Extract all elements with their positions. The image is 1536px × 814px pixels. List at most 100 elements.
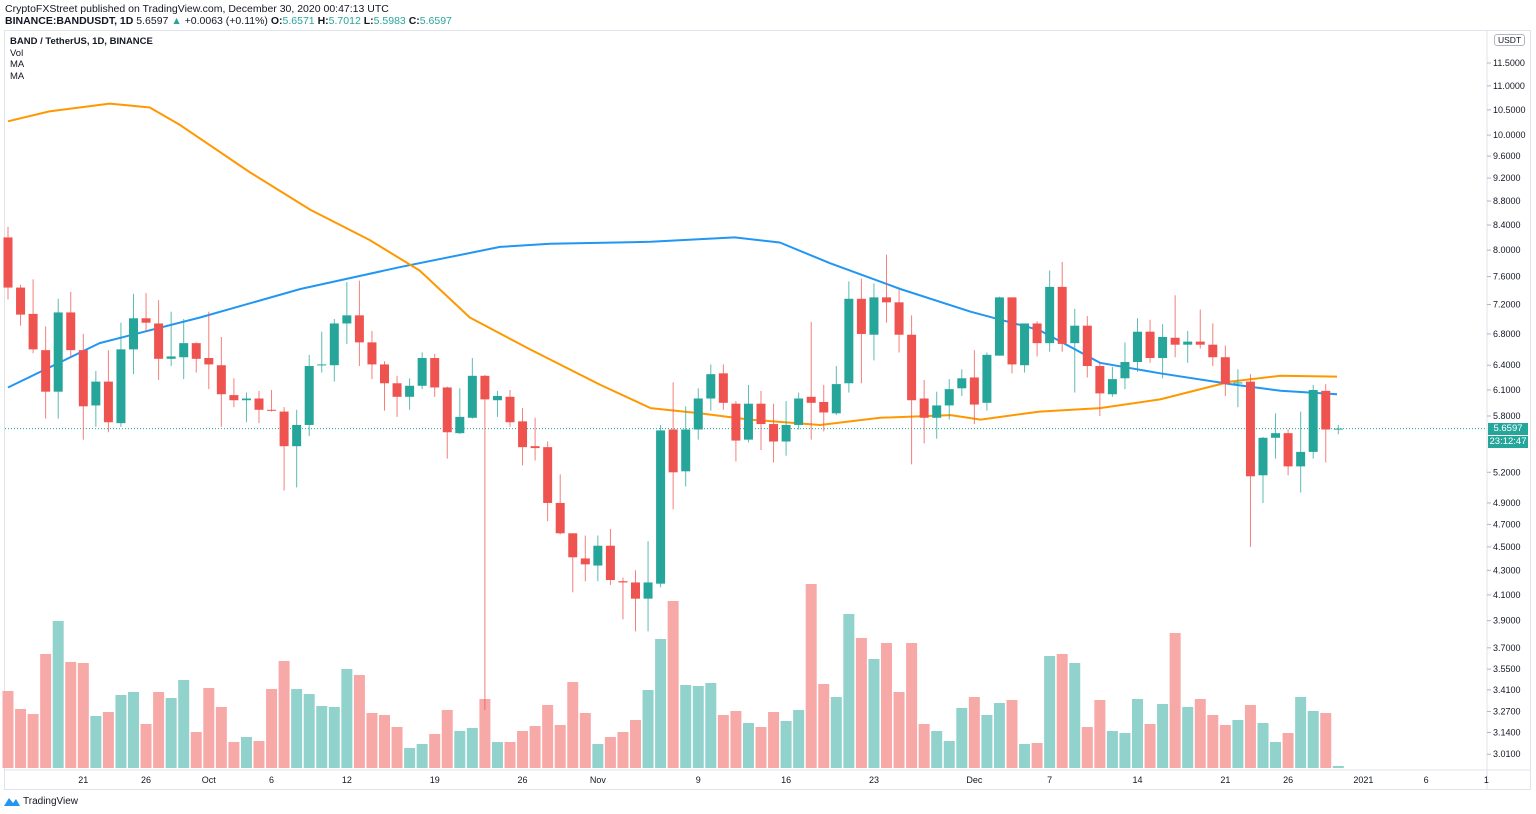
y-tick-label: 3.1400	[1493, 727, 1521, 737]
candle-body	[367, 342, 377, 365]
candle-down	[66, 291, 76, 358]
y-tick-label: 8.4000	[1493, 220, 1521, 230]
volume-bar	[893, 692, 905, 768]
candle-down	[618, 577, 628, 620]
volume-bar	[1207, 715, 1219, 768]
x-axis-ticks[interactable]: 21 26 Oct 6 12 19 26 Nov 9 16 23 Dec 7 14 21 26 2021 6 1	[78, 775, 1489, 785]
candle-body	[969, 377, 979, 405]
volume-bar	[178, 680, 190, 768]
candle-body	[292, 424, 302, 447]
candle-down	[518, 408, 528, 466]
volume-bar	[366, 713, 378, 768]
candle-up	[1333, 424, 1343, 435]
volume-bar	[692, 686, 704, 768]
candle-down	[668, 382, 678, 510]
x-tick-label: 14	[1132, 775, 1142, 785]
volume-bar	[667, 601, 679, 768]
volume-bar	[278, 661, 290, 768]
candle-up	[492, 390, 502, 417]
currency-badge[interactable]: USDT	[1494, 34, 1526, 46]
volume-bar	[328, 707, 340, 768]
volume-bar	[391, 727, 403, 768]
candle-up	[643, 541, 653, 632]
x-tick-label: 23	[869, 775, 879, 785]
volume-bar	[266, 689, 278, 768]
volume-bar	[404, 748, 416, 768]
candle-body	[643, 582, 653, 599]
candle-down	[1220, 345, 1230, 396]
last-price-tag: 5.6597	[1488, 423, 1528, 435]
legend-vol[interactable]: Vol	[10, 47, 24, 59]
candle-body	[1170, 337, 1180, 345]
volume-bar	[165, 698, 177, 768]
volume-bar	[517, 731, 529, 768]
candle-up	[1120, 342, 1130, 390]
candle-down	[919, 379, 929, 444]
volume-bar	[567, 682, 579, 768]
y-tick-label: 4.7000	[1493, 519, 1521, 529]
legend-ma-1[interactable]: MA	[10, 59, 25, 70]
candle-up	[844, 281, 854, 393]
volume-bar	[680, 685, 692, 768]
candle-down	[1082, 316, 1092, 378]
candle-body	[103, 381, 113, 423]
candle-body	[580, 558, 590, 565]
volume-bar	[1244, 705, 1256, 768]
candle-up	[994, 296, 1004, 356]
volume-bar	[416, 744, 428, 768]
candle-down	[1032, 321, 1042, 357]
x-tick-label: 26	[1283, 775, 1293, 785]
candle-body	[530, 446, 540, 449]
legend-title: BAND / TetherUS, 1D, BINANCE	[10, 36, 153, 47]
candle-down	[367, 330, 377, 380]
tradingview-logo-icon	[4, 798, 20, 806]
candle-body	[342, 315, 352, 324]
candle-up	[467, 358, 477, 419]
tradingview-logo[interactable]: TradingView	[4, 795, 78, 807]
x-tick-label: 26	[518, 775, 528, 785]
candle-down	[1283, 429, 1293, 476]
candle-body	[819, 401, 829, 413]
candle-body	[91, 381, 101, 406]
volume-bar	[868, 659, 880, 768]
candle-up	[656, 424, 666, 588]
symbol-label: BINANCE:BANDUSDT, 1D	[5, 15, 134, 27]
y-axis-ticks[interactable]: 11.5000 11.0000 10.5000 10.0000 9.6000 9.2000…	[1487, 58, 1526, 759]
volume-bar	[353, 675, 365, 768]
y-tick-label: 3.9000	[1493, 616, 1521, 626]
candle-body	[66, 312, 76, 351]
volume-bar	[215, 707, 227, 768]
volume-bar	[240, 737, 252, 768]
volume-bar	[931, 731, 943, 768]
chart-pane[interactable]	[4, 30, 1531, 790]
candle-body	[480, 375, 490, 400]
candle-body	[1107, 379, 1117, 395]
candle-down	[907, 315, 917, 465]
volume-bar	[1320, 713, 1332, 768]
candle-body	[668, 429, 678, 473]
ma-line-orange	[7, 102, 1338, 426]
candle-body	[882, 297, 891, 303]
candle-down	[392, 375, 402, 417]
candle-down	[568, 533, 578, 593]
volume-bar	[1194, 699, 1206, 768]
legend-ma-2[interactable]: MA	[10, 70, 25, 82]
candle-up	[342, 282, 352, 344]
volume-bar	[454, 731, 466, 768]
candle-body	[241, 398, 251, 401]
candle-body	[1220, 357, 1230, 385]
candle-down	[41, 326, 51, 419]
candle-body	[731, 403, 741, 441]
y-tick-label: 4.5000	[1493, 542, 1521, 552]
y-tick-label: 8.8000	[1493, 196, 1521, 206]
candle-body	[1070, 325, 1080, 344]
candles	[3, 226, 1343, 710]
candle-up	[681, 406, 691, 487]
volume-bar	[203, 688, 215, 768]
candle-body	[994, 297, 1004, 356]
candle-down	[806, 321, 816, 440]
candle-up	[1233, 369, 1243, 408]
candle-down	[1208, 323, 1218, 367]
candle-body	[743, 403, 753, 440]
